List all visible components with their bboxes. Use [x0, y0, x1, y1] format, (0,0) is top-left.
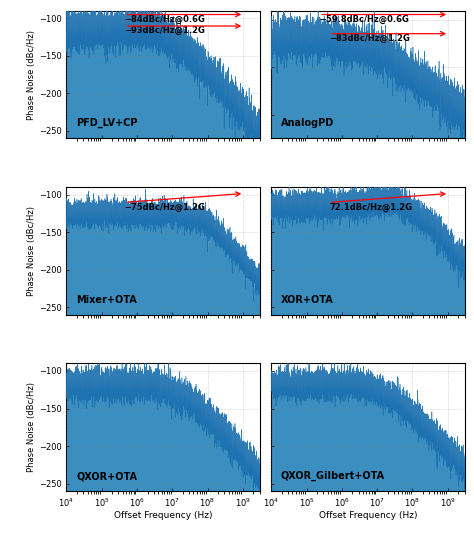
X-axis label: Offset Frequency (Hz): Offset Frequency (Hz) — [319, 512, 417, 520]
Y-axis label: Phase Noise (dBc/Hz): Phase Noise (dBc/Hz) — [27, 206, 36, 296]
X-axis label: Offset Frequency (Hz): Offset Frequency (Hz) — [114, 512, 212, 520]
Text: −84dBc/Hz@0.6G: −84dBc/Hz@0.6G — [124, 14, 205, 23]
Text: −93dBc/Hz@1.2G: −93dBc/Hz@1.2G — [124, 26, 205, 35]
Text: −59.8dBc/Hz@0.6G: −59.8dBc/Hz@0.6G — [319, 14, 410, 23]
Text: QXOR_Gilbert+OTA: QXOR_Gilbert+OTA — [281, 471, 385, 481]
Text: 72.1dBc/Hz@1.2G: 72.1dBc/Hz@1.2G — [329, 202, 412, 211]
Text: −75dBc/Hz@1.2G: −75dBc/Hz@1.2G — [124, 202, 205, 211]
Text: Mixer+OTA: Mixer+OTA — [76, 295, 137, 305]
Text: AnalogPD: AnalogPD — [281, 118, 334, 128]
Text: QXOR+OTA: QXOR+OTA — [76, 471, 137, 481]
Y-axis label: Phase Noise (dBc/Hz): Phase Noise (dBc/Hz) — [27, 382, 36, 473]
Y-axis label: Phase Noise (dBc/Hz): Phase Noise (dBc/Hz) — [27, 29, 36, 120]
Text: XOR+OTA: XOR+OTA — [281, 295, 334, 305]
Text: PFD_LV+CP: PFD_LV+CP — [76, 118, 137, 128]
Text: −83dBc/Hz@1.2G: −83dBc/Hz@1.2G — [329, 34, 410, 43]
